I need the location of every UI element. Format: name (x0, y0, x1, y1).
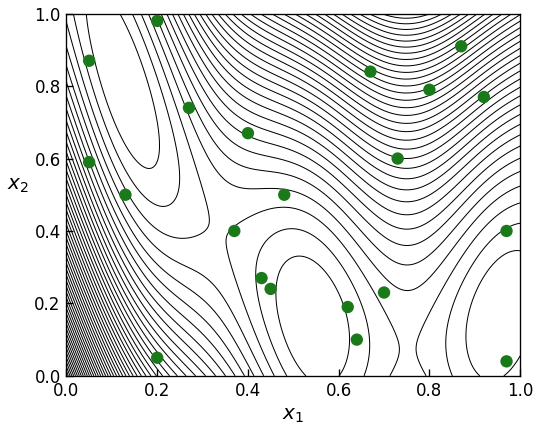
Point (480, 93, 488, 100)
Point (230, 228, 239, 235)
Point (244, 130, 252, 137)
Point (85, 159, 93, 165)
Point (257, 275, 266, 282)
Point (366, 68, 375, 75)
Point (121, 191, 130, 198)
Point (502, 228, 511, 235)
Point (266, 286, 275, 292)
Point (425, 86, 434, 93)
X-axis label: $x_1$: $x_1$ (282, 407, 305, 426)
Y-axis label: $x_2$: $x_2$ (6, 176, 29, 195)
Point (153, 354, 161, 361)
Point (457, 43, 465, 50)
Point (85, 57, 93, 64)
Point (185, 105, 193, 111)
Point (393, 155, 402, 162)
Point (153, 17, 161, 24)
Point (343, 304, 352, 311)
Point (380, 289, 388, 296)
Point (353, 336, 361, 343)
Point (280, 191, 288, 198)
Point (502, 358, 511, 365)
